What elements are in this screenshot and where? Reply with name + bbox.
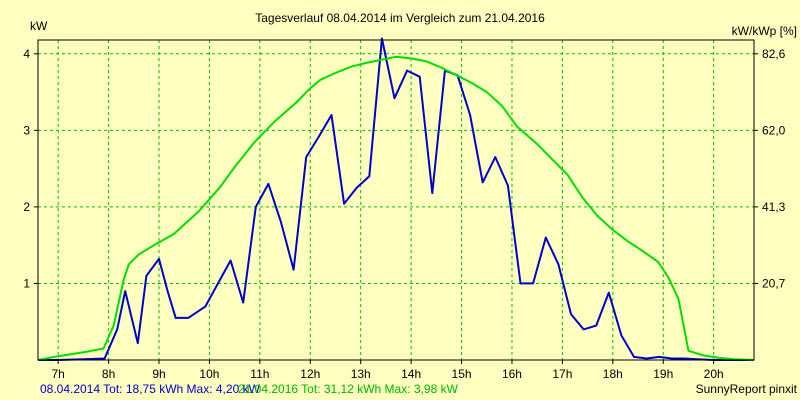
- y-tick-label-right: 62,0: [762, 123, 786, 137]
- y-tick-label-left: 4: [23, 47, 30, 61]
- y-tick-label-right: 41,3: [762, 200, 786, 214]
- x-tick-label: 11h: [250, 367, 269, 381]
- series-line-1: [38, 37, 754, 361]
- y-tick-label-left: 3: [23, 123, 30, 137]
- y-tick-label-right: 20,7: [762, 276, 786, 290]
- x-tick-label: 19h: [653, 367, 673, 381]
- series-line-2: [37, 55, 755, 361]
- y-axis-ticks-left: 1 2 3 4: [23, 47, 38, 290]
- x-tick-label: 10h: [199, 367, 219, 381]
- footer-series2-summary: 21.04.2016 Tot: 31,12 kWh Max: 3,98 kW: [238, 382, 459, 396]
- x-axis-ticks: 7h 8h 9h 10h 11h 12h 13h 14h 15h 16h 17h 18h 19h 20h: [51, 360, 724, 381]
- x-tick-label: 9h: [152, 367, 165, 381]
- x-tick-label: 8h: [102, 367, 115, 381]
- y-axis-label-right: kW/kWp [%]: [732, 24, 797, 38]
- y-axis-ticks-right: 20,7 41,3 62,0 82,6: [754, 47, 786, 290]
- x-tick-label: 12h: [300, 367, 320, 381]
- y-tick-label-left: 1: [23, 276, 30, 290]
- y-tick-label-left: 2: [23, 200, 30, 214]
- x-tick-label: 14h: [401, 367, 421, 381]
- x-tick-label: 13h: [351, 367, 371, 381]
- y-tick-label-right: 82,6: [762, 47, 786, 61]
- x-tick-label: 7h: [51, 367, 64, 381]
- x-tick-label: 16h: [502, 367, 522, 381]
- chart-title: Tagesverlauf 08.04.2014 im Vergleich zum…: [255, 11, 545, 25]
- plot-frame: [37, 39, 755, 361]
- footer-series1-summary: 08.04.2014 Tot: 18,75 kWh Max: 4,20 kW: [40, 382, 261, 396]
- x-tick-label: 17h: [552, 367, 572, 381]
- footer-brand: SunnyReport pinxit: [696, 382, 798, 396]
- x-tick-label: 20h: [704, 367, 724, 381]
- y-axis-label-left: kW: [30, 19, 48, 33]
- series-group: [37, 37, 755, 361]
- grid: [38, 40, 754, 360]
- x-tick-label: 15h: [452, 367, 472, 381]
- x-tick-label: 18h: [603, 367, 623, 381]
